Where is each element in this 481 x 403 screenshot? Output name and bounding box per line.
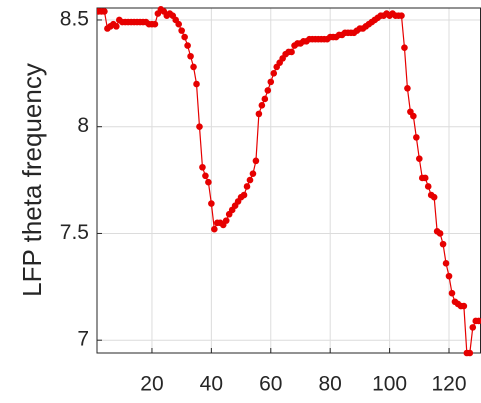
data-point [288,48,295,56]
data-point [187,52,194,60]
data-point [178,27,185,34]
data-point [249,170,257,177]
data-point [404,84,411,92]
data-point [151,20,159,28]
x-tick-label: 80 [319,373,342,396]
data-point [258,102,266,109]
y-tick-label: 8 [77,114,89,137]
data-point [430,193,438,201]
data-point [252,157,260,165]
data-point [398,12,405,19]
data-point [410,112,417,120]
data-point [202,172,209,180]
data-point [421,174,429,182]
x-tick-label: 20 [140,373,163,396]
data-point [469,324,477,331]
data-point [240,191,248,199]
data-point [243,183,251,190]
data-point [113,23,120,30]
data-point [436,230,444,237]
x-tick-label: 100 [372,373,407,396]
data-point [267,78,275,86]
y-tick-label: 8.5 [60,8,89,31]
data-point [424,183,432,190]
data-point [416,155,423,163]
data-point [445,272,453,280]
data-point [193,80,200,88]
plot [97,5,481,357]
data-point [413,134,420,141]
data-point [181,33,188,41]
x-tick-label: 60 [259,373,282,396]
x-tick-label: 120 [431,373,466,396]
data-point [475,317,481,325]
x-tick-label: 40 [200,373,223,396]
data-point [264,87,272,94]
data-point [439,240,447,248]
y-tick-label: 7 [77,328,89,351]
data-point [190,63,197,71]
data-point [208,200,215,207]
data-point [261,95,269,103]
data-point [466,349,474,357]
data-point [175,20,182,28]
data-point [448,289,456,297]
data-point [184,42,191,49]
data-point [211,225,218,233]
data-point [442,260,450,267]
data-point [199,163,206,171]
y-axis-label: LFP theta frequency [17,63,47,297]
data-point [196,123,203,131]
data-point [255,110,263,118]
data-point [246,176,254,184]
y-tick-label: 7.5 [60,221,89,244]
data-point [222,217,230,224]
data-point [270,70,278,77]
data-point [460,302,468,310]
data-point [401,44,408,52]
data-point [205,178,212,186]
data-point [101,8,108,15]
